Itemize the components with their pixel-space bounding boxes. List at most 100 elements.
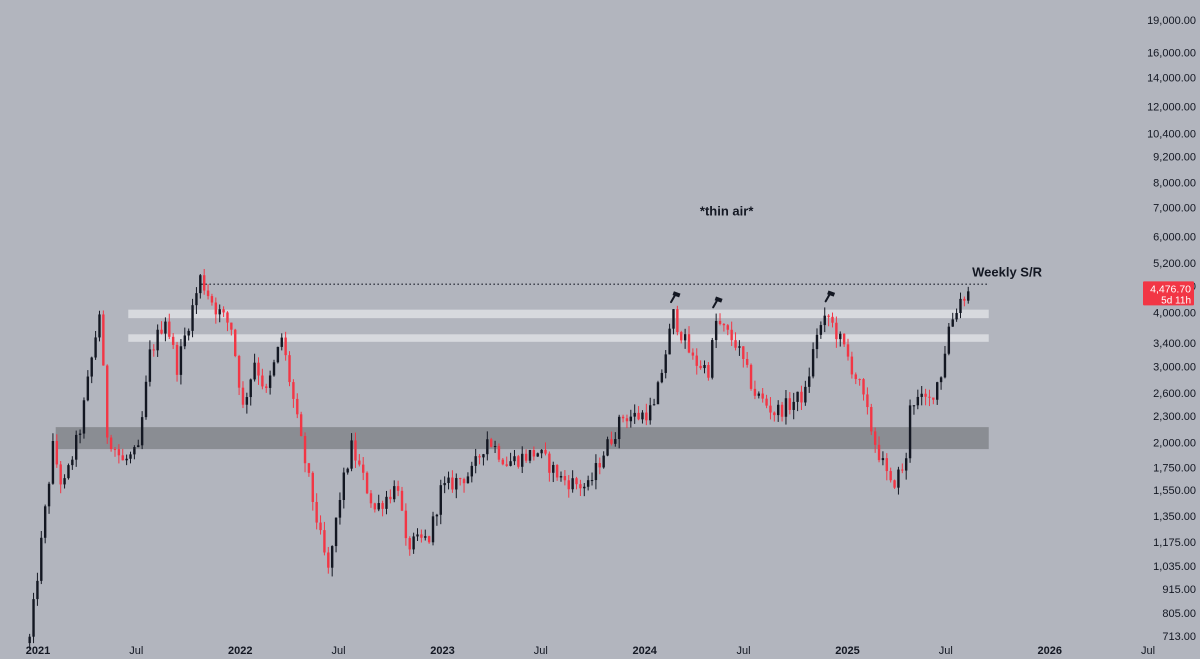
candle [299,411,303,437]
candle [552,461,555,483]
candle [722,323,726,332]
candle-body [272,362,276,376]
candle-body [645,412,648,421]
candle [788,392,792,415]
price-tick-label: 713.00 [1162,631,1196,643]
price-tick-label: 2,000.00 [1153,437,1196,449]
candle-body [455,478,458,490]
candle [63,474,66,489]
candle [179,338,183,385]
candle [753,380,757,400]
candle [683,328,687,349]
candle [769,397,772,420]
candle [493,440,497,454]
candle [742,346,745,368]
candle-body [365,472,369,494]
candle-body [416,534,419,537]
candle [412,532,415,554]
candle [358,454,361,467]
candle-countdown: 5d 11h [1161,295,1191,306]
candle [703,360,706,374]
candle [656,380,660,405]
candle [912,405,916,415]
candle-body [676,309,679,333]
candle [951,312,954,327]
price-tick-label: 6,000.00 [1153,231,1196,243]
candle-body [59,464,62,485]
candle [214,297,218,324]
candle-body [199,275,202,294]
candle-body [873,431,877,445]
candle [342,467,346,509]
candle [404,503,408,546]
candle [164,317,167,342]
candle-body [842,333,846,345]
candle-body [156,329,159,351]
candle [625,414,629,429]
candle-body [296,398,299,415]
candle [734,332,737,351]
candle-body [823,315,826,326]
candle-body [590,480,594,482]
candle [726,323,729,336]
candle-body [307,463,311,473]
candle-body [505,464,508,466]
candle [311,471,314,511]
candle [462,477,466,493]
candle [431,511,435,546]
candle [439,479,442,525]
candle-body [218,309,221,315]
candle-body [125,458,128,461]
candle-body [963,298,966,301]
candle [102,310,105,366]
candle [350,433,353,472]
candle [144,375,148,420]
candle [916,389,920,410]
candle-body [32,599,35,637]
candle-body [334,517,338,547]
candle-body [617,416,621,440]
candle-body [776,404,780,416]
candle-body [489,439,493,447]
candle-body [555,464,559,478]
candle-body [757,393,761,396]
candle-body [583,486,586,489]
candle-body [140,417,144,446]
price-tick-label: 12,000.00 [1147,101,1196,113]
candle-body [738,346,741,348]
candle [346,467,349,475]
candle-body [427,536,431,543]
candle [230,322,233,336]
candle-body [362,464,365,473]
candle-body [579,484,582,489]
candle-body [137,445,140,448]
time-tick-label: Jul [737,645,751,657]
candle [641,410,644,424]
candle-body [55,441,59,465]
candle [257,357,260,385]
candle-body [470,465,474,477]
candle [509,452,512,467]
candle [245,392,249,414]
candle-body [237,355,241,388]
candle-body [183,335,187,347]
candle-body [548,453,551,473]
candle-body [90,357,93,377]
candle-body [691,352,695,356]
candle-body [908,405,912,459]
candle [842,333,846,347]
candle [32,592,35,644]
candle [831,312,834,328]
candle-body [404,510,408,539]
candle-body [920,393,923,397]
candle [963,296,966,307]
candle [707,362,710,381]
candle [745,351,749,368]
price-tick-label: 1,035.00 [1153,561,1196,573]
candle [649,397,652,425]
candle-body [393,486,396,500]
candle-body [761,393,764,399]
candle [773,411,776,422]
candle-body [602,455,605,468]
